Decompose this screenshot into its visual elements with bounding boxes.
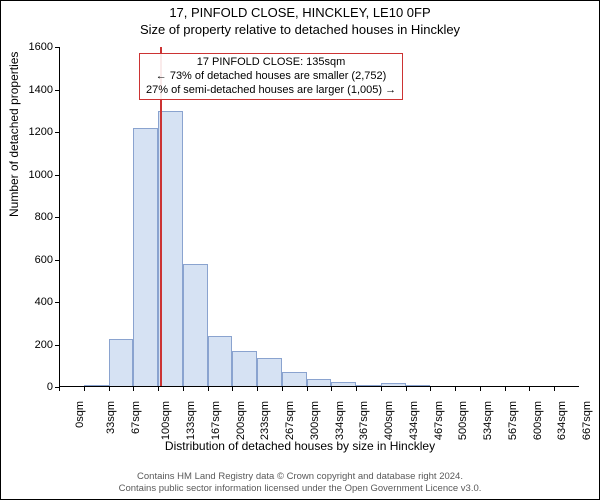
x-tick-label: 534sqm xyxy=(482,401,494,440)
x-tick xyxy=(158,387,159,391)
histogram-bar xyxy=(282,372,307,387)
x-tick xyxy=(133,387,134,391)
y-tick-label: 0 xyxy=(47,381,53,393)
y-tick-label: 800 xyxy=(35,211,53,223)
y-tick-label: 400 xyxy=(35,296,53,308)
x-tick xyxy=(208,387,209,391)
x-tick xyxy=(109,387,110,391)
x-tick-label: 167sqm xyxy=(210,401,222,440)
y-tick-label: 200 xyxy=(35,339,53,351)
annotation-line: 17 PINFOLD CLOSE: 135sqm xyxy=(146,56,396,70)
title-subtitle: Size of property relative to detached ho… xyxy=(1,20,599,37)
attribution-footer: Contains HM Land Registry data © Crown c… xyxy=(1,471,599,495)
footer-line-2: Contains public sector information licen… xyxy=(1,483,599,495)
x-tick xyxy=(183,387,184,391)
x-tick xyxy=(381,387,382,391)
x-tick xyxy=(307,387,308,391)
x-tick-label: 133sqm xyxy=(185,401,197,440)
x-tick-label: 33sqm xyxy=(105,401,117,434)
x-tick-label: 434sqm xyxy=(408,401,420,440)
x-tick-label: 334sqm xyxy=(334,401,346,440)
x-tick-label: 567sqm xyxy=(507,401,519,440)
y-tick-label: 600 xyxy=(35,254,53,266)
x-tick-label: 67sqm xyxy=(130,401,142,434)
title-address: 17, PINFOLD CLOSE, HINCKLEY, LE10 0FP xyxy=(1,1,599,20)
y-tick-label: 1200 xyxy=(29,126,53,138)
x-axis xyxy=(59,386,579,387)
y-tick-label: 1400 xyxy=(29,84,53,96)
x-tick xyxy=(84,387,85,391)
y-tick-label: 1000 xyxy=(29,169,53,181)
plot-area: 020040060080010001200140016000sqm33sqm67… xyxy=(59,47,579,387)
x-tick xyxy=(257,387,258,391)
figure-container: 17, PINFOLD CLOSE, HINCKLEY, LE10 0FP Si… xyxy=(0,0,600,500)
x-tick xyxy=(406,387,407,391)
x-tick-label: 300sqm xyxy=(309,401,321,440)
histogram-bar xyxy=(158,111,183,387)
x-tick xyxy=(554,387,555,391)
annotation-line: 27% of semi-detached houses are larger (… xyxy=(146,84,396,98)
x-tick-label: 667sqm xyxy=(581,401,593,440)
x-tick-label: 0sqm xyxy=(74,401,86,428)
histogram-chart: 020040060080010001200140016000sqm33sqm67… xyxy=(59,47,579,387)
histogram-bar xyxy=(208,336,233,387)
x-tick xyxy=(480,387,481,391)
x-tick xyxy=(331,387,332,391)
annotation-line: ← 73% of detached houses are smaller (2,… xyxy=(146,70,396,84)
histogram-bar xyxy=(257,358,282,387)
x-tick-label: 367sqm xyxy=(359,401,371,440)
y-axis-label: Number of detached properties xyxy=(7,52,21,217)
x-tick xyxy=(356,387,357,391)
x-tick xyxy=(455,387,456,391)
x-tick xyxy=(430,387,431,391)
x-tick-label: 100sqm xyxy=(160,401,172,440)
x-tick xyxy=(59,387,60,391)
x-tick xyxy=(505,387,506,391)
histogram-bar xyxy=(109,339,134,387)
x-tick xyxy=(529,387,530,391)
x-tick-label: 634sqm xyxy=(557,401,569,440)
x-tick xyxy=(232,387,233,391)
x-tick-label: 233sqm xyxy=(259,401,271,440)
x-tick-label: 500sqm xyxy=(458,401,470,440)
histogram-bar xyxy=(183,264,208,387)
x-tick xyxy=(282,387,283,391)
footer-line-1: Contains HM Land Registry data © Crown c… xyxy=(1,471,599,483)
histogram-bar xyxy=(232,351,257,387)
x-tick-label: 267sqm xyxy=(284,401,296,440)
histogram-bar xyxy=(133,128,158,387)
x-tick-label: 400sqm xyxy=(383,401,395,440)
x-tick-label: 467sqm xyxy=(433,401,445,440)
y-tick-label: 1600 xyxy=(29,41,53,53)
x-tick-label: 600sqm xyxy=(532,401,544,440)
x-axis-label: Distribution of detached houses by size … xyxy=(1,439,599,453)
y-axis xyxy=(59,47,60,387)
x-tick-label: 200sqm xyxy=(235,401,247,440)
annotation-box: 17 PINFOLD CLOSE: 135sqm← 73% of detache… xyxy=(139,53,403,100)
